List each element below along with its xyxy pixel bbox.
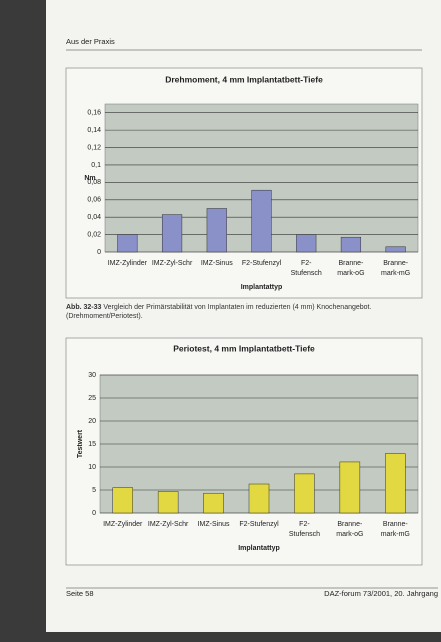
bar	[385, 453, 406, 514]
x-tick-label: IMZ-Sinus	[198, 521, 230, 528]
x-axis-label: Implantattyp	[241, 284, 283, 291]
x-axis-label: Implantattyp	[238, 545, 280, 552]
y-tick-label: 0,16	[87, 110, 101, 117]
x-tick-label: Branne-mark-mG	[381, 521, 410, 538]
y-tick-label: 30	[88, 372, 96, 379]
y-tick-label: 5	[92, 487, 96, 494]
caption-label: Abb. 32-33	[66, 304, 102, 311]
y-tick-label: 0,12	[87, 144, 101, 151]
y-axis-label: Testwert	[77, 429, 84, 458]
x-tick-label: IMZ-Zyl-Schr	[152, 260, 193, 267]
footer-page: Seite 58	[66, 589, 94, 598]
y-tick-label: 0,08	[87, 179, 101, 186]
bar	[340, 236, 362, 253]
y-tick-label: 0,06	[87, 197, 101, 204]
bar	[251, 189, 272, 253]
y-tick-label: 20	[88, 418, 96, 425]
bar	[339, 461, 361, 514]
bar	[112, 487, 133, 514]
x-tick-label: Branne-mark-oG	[336, 521, 363, 538]
bar	[161, 214, 183, 253]
footer-journal: DAZ-forum 73/2001, 20. Jahrgang	[324, 589, 438, 598]
y-tick-label: 0	[92, 510, 96, 517]
y-tick-label: 0	[97, 249, 101, 256]
bar	[385, 246, 406, 253]
bar	[294, 473, 315, 514]
x-tick-label: F2-Stufensch	[291, 260, 322, 277]
x-tick-label: F2-Stufensch	[289, 521, 320, 538]
y-tick-label: 0,02	[87, 231, 101, 238]
x-tick-label: IMZ-Zyl-Schr	[148, 521, 189, 528]
chart-title: Periotest, 4 mm Implantatbett-Tiefe	[173, 343, 315, 353]
caption: Abb. 32-33 Vergleich der Primärstabilitä…	[66, 303, 422, 321]
y-axis-label: Nm	[84, 175, 95, 182]
y-tick-label: 15	[88, 441, 96, 448]
x-tick-label: Branne-mark-oG	[337, 260, 364, 277]
chart-title: Drehmoment, 4 mm Implantatbett-Tiefe	[165, 74, 323, 84]
y-tick-label: 25	[88, 395, 96, 402]
x-tick-label: Branne-mark-mG	[381, 260, 410, 277]
x-tick-label: F2-Stufenzyl	[242, 260, 282, 267]
bar	[117, 234, 138, 253]
y-tick-label: 10	[88, 464, 96, 471]
bar	[296, 234, 317, 253]
bar	[157, 491, 179, 514]
y-tick-label: 0,1	[91, 162, 101, 169]
x-tick-label: IMZ-Zylinder	[103, 521, 143, 528]
header-text: Aus der Praxis	[66, 37, 115, 46]
bar	[248, 483, 270, 514]
y-tick-label: 0,14	[87, 127, 101, 134]
y-tick-label: 0,04	[87, 214, 101, 221]
x-tick-label: IMZ-Zylinder	[108, 260, 148, 267]
caption-text: Vergleich der Primärstabilität von Impla…	[66, 304, 372, 320]
x-tick-label: F2-Stufenzyl	[239, 521, 279, 528]
bar	[203, 492, 224, 514]
x-tick-label: IMZ-Sinus	[201, 260, 233, 267]
bar	[206, 208, 227, 253]
